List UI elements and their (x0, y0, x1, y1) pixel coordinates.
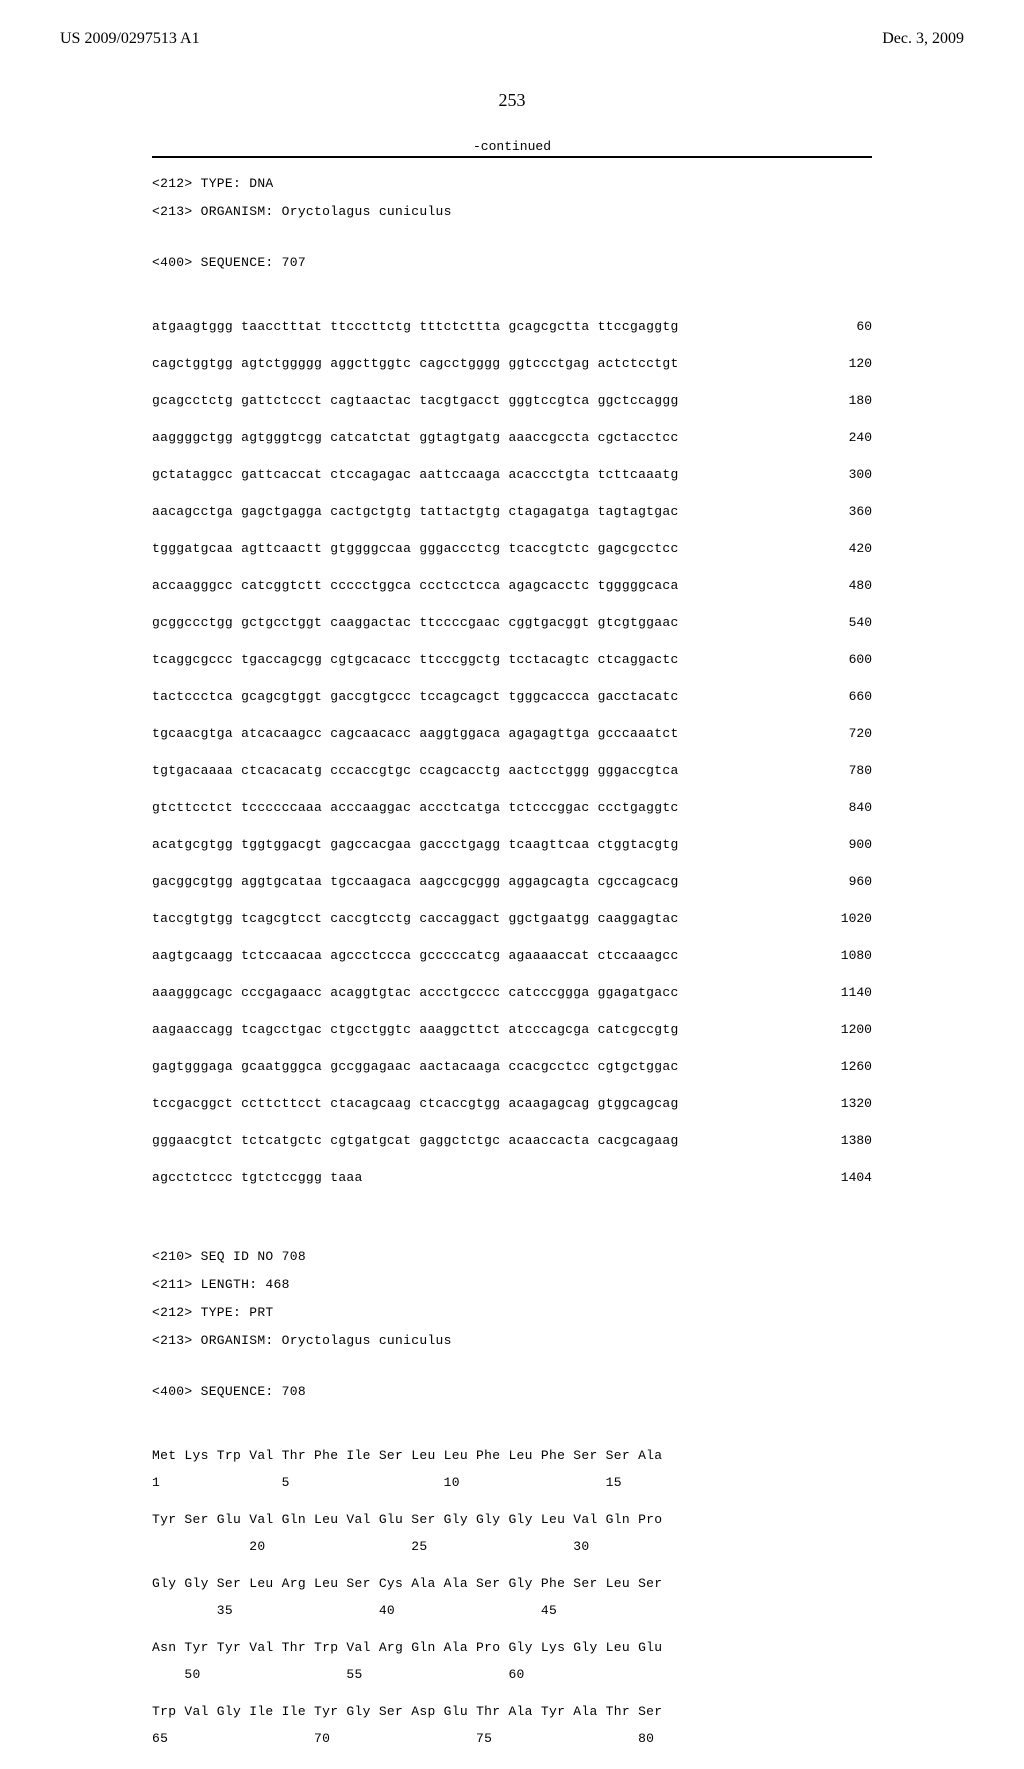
protein-nums: 1 5 10 15 (152, 1476, 872, 1489)
publication-number: US 2009/0297513 A1 (60, 30, 200, 48)
protein-aa: Asn Tyr Tyr Val Thr Trp Val Arg Gln Ala … (152, 1641, 872, 1654)
meta-708-seqid: <210> SEQ ID NO 708 (152, 1250, 872, 1263)
protein-nums: 35 40 45 (152, 1604, 872, 1617)
meta-707-type: <212> TYPE: DNA (152, 177, 872, 190)
dna-line: tccgacggct ccttcttcct ctacagcaag ctcaccg… (152, 1097, 872, 1110)
page-header: US 2009/0297513 A1 Dec. 3, 2009 (0, 0, 1024, 56)
meta-708-sequence: <400> SEQUENCE: 708 (152, 1385, 872, 1398)
dna-line: gagtgggaga gcaatgggca gccggagaac aactaca… (152, 1060, 872, 1073)
sequence-content: <212> TYPE: DNA <213> ORGANISM: Oryctola… (152, 164, 872, 1769)
protein-nums: 20 25 30 (152, 1540, 872, 1553)
content-divider (152, 156, 872, 158)
protein-aa: Tyr Ser Glu Val Gln Leu Val Glu Ser Gly … (152, 1513, 872, 1526)
dna-line: agcctctccc tgtctccggg taaa1404 (152, 1171, 872, 1184)
meta-707-sequence: <400> SEQUENCE: 707 (152, 256, 872, 269)
dna-line: aagaaccagg tcagcctgac ctgcctggtc aaaggct… (152, 1023, 872, 1036)
dna-line: gcggccctgg gctgcctggt caaggactac ttccccg… (152, 616, 872, 629)
dna-line: gggaacgtct tctcatgctc cgtgatgcat gaggctc… (152, 1134, 872, 1147)
dna-line: gcagcctctg gattctccct cagtaactac tacgtga… (152, 394, 872, 407)
dna-line: aacagcctga gagctgagga cactgctgtg tattact… (152, 505, 872, 518)
dna-line: tcaggcgccc tgaccagcgg cgtgcacacc ttcccgg… (152, 653, 872, 666)
meta-708-type: <212> TYPE: PRT (152, 1306, 872, 1319)
protein-aa: Gly Gly Ser Leu Arg Leu Ser Cys Ala Ala … (152, 1577, 872, 1590)
meta-707-organism: <213> ORGANISM: Oryctolagus cuniculus (152, 205, 872, 218)
dna-line: tgcaacgtga atcacaagcc cagcaacacc aaggtgg… (152, 727, 872, 740)
dna-line: tgggatgcaa agttcaactt gtggggccaa gggaccc… (152, 542, 872, 555)
dna-line: aaggggctgg agtgggtcgg catcatctat ggtagtg… (152, 431, 872, 444)
meta-708-length: <211> LENGTH: 468 (152, 1278, 872, 1291)
dna-line: tgtgacaaaa ctcacacatg cccaccgtgc ccagcac… (152, 764, 872, 777)
dna-line: gacggcgtgg aggtgcataa tgccaagaca aagccgc… (152, 875, 872, 888)
dna-line: gtcttcctct tccccccaaa acccaaggac accctca… (152, 801, 872, 814)
meta-708-organism: <213> ORGANISM: Oryctolagus cuniculus (152, 1334, 872, 1347)
continued-label: -continued (152, 139, 872, 154)
protein-nums: 50 55 60 (152, 1668, 872, 1681)
dna-line: aaagggcagc cccgagaacc acaggtgtac accctgc… (152, 986, 872, 999)
dna-line: cagctggtgg agtctggggg aggcttggtc cagcctg… (152, 357, 872, 370)
page-number: 253 (0, 90, 1024, 111)
dna-line: accaagggcc catcggtctt ccccctggca ccctcct… (152, 579, 872, 592)
protein-aa: Trp Val Gly Ile Ile Tyr Gly Ser Asp Glu … (152, 1705, 872, 1718)
dna-line: acatgcgtgg tggtggacgt gagccacgaa gaccctg… (152, 838, 872, 851)
dna-line: atgaagtggg taacctttat ttcccttctg tttctct… (152, 320, 872, 333)
dna-line: tactccctca gcagcgtggt gaccgtgccc tccagca… (152, 690, 872, 703)
protein-aa: Met Lys Trp Val Thr Phe Ile Ser Leu Leu … (152, 1449, 872, 1462)
dna-line: aagtgcaagg tctccaacaa agccctccca gccccca… (152, 949, 872, 962)
dna-line: gctataggcc gattcaccat ctccagagac aattcca… (152, 468, 872, 481)
protein-nums: 65 70 75 80 (152, 1732, 872, 1745)
dna-line: taccgtgtgg tcagcgtcct caccgtcctg caccagg… (152, 912, 872, 925)
publication-date: Dec. 3, 2009 (882, 30, 964, 48)
